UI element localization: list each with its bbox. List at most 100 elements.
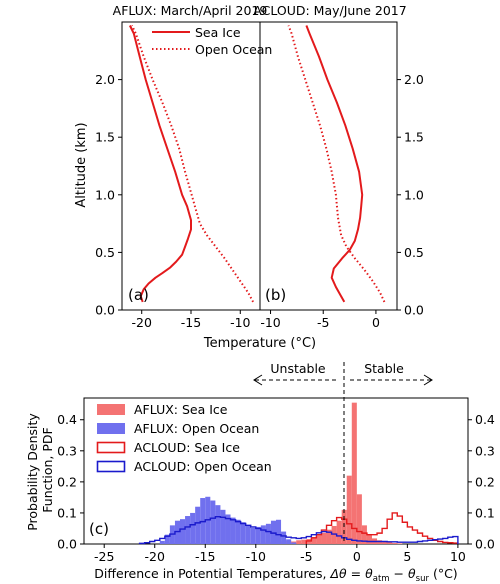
panel-a-label: (a) [128,286,149,304]
bar-aflux-sea-ice [387,542,393,544]
bar-aflux-sea-ice [356,494,362,544]
y-tick-label: 1.0 [95,187,115,202]
y-tick-label: 1.0 [404,187,424,202]
bar-aflux-open-ocean [195,506,201,544]
x-tick-label: -15 [181,315,201,330]
bar-aflux-open-ocean [225,514,231,544]
bar-aflux-sea-ice [321,532,327,544]
profile-line-sea-ice [129,25,192,303]
panel-b: ACLOUD: May/June 2017 -10 -5 0 0.0 0.5 1.0 1.… [203,3,424,351]
bar-aflux-sea-ice [361,525,367,544]
bar-aflux-open-ocean [291,542,297,544]
bar-aflux-open-ocean [220,509,226,544]
x-tick-label: 0 [353,549,361,564]
panel-c-histograms [138,402,459,545]
x-tick-label: 5 [403,549,411,564]
y-tick-label: 0.5 [95,245,115,260]
x-tick-label: -10 [230,315,250,330]
bar-aflux-open-ocean [265,523,271,544]
y-axis-label-altitude: Altitude (km) [74,122,89,207]
y-tick-label: 0.0 [404,303,424,318]
profile-line-open-ocean [131,25,254,303]
x-tick-label: -15 [195,549,215,564]
x-tick-label: -25 [94,549,114,564]
bar-aflux-open-ocean [174,520,180,544]
y-tick-label-right: 0.1 [475,505,495,520]
bar-aflux-sea-ice [351,402,357,544]
x-tick-label: -20 [132,315,152,330]
bar-aflux-open-ocean [159,540,165,544]
legend-label-acloud-sea-ice: ACLOUD: Sea Ice [134,440,240,455]
panel-a-title: AFLUX: March/April 2019 [113,3,268,18]
bar-aflux-open-ocean [235,519,241,544]
y-tick-label-right: 0.4 [475,412,495,427]
unstable-label: Unstable [270,361,326,376]
bar-aflux-sea-ice [382,541,388,544]
bar-aflux-sea-ice [326,529,332,544]
bar-aflux-open-ocean [255,526,261,544]
y-tick-label: 2.0 [404,72,424,87]
y-tick-label-right: 0.3 [475,443,495,458]
legend-swatch-aflux-open-ocean [97,423,125,434]
bar-aflux-open-ocean [240,522,246,544]
legend-label-aflux-sea-ice: AFLUX: Sea Ice [134,402,228,417]
bar-aflux-open-ocean [270,520,276,544]
bar-aflux-open-ocean [286,539,292,544]
legend-swatch-acloud-open-ocean [96,460,126,473]
bar-aflux-open-ocean [215,505,221,544]
bar-aflux-open-ocean [260,525,266,544]
profile-line-open-ocean [287,25,386,303]
panel-b-label: (b) [265,286,286,304]
panel-c-legend: AFLUX: Sea Ice AFLUX: Open Ocean ACLOUD: S… [96,402,272,474]
bar-aflux-open-ocean [180,519,186,544]
bar-aflux-sea-ice [397,543,403,544]
x-axis-label-delta-theta: Difference in Potential Temperatures, Δθ… [94,566,457,584]
panel-c: -25 -20 -15 -10 -5 0 5 10 0.0 0.0 0.1 0.1 0.2 0.2 0.3… [25,361,495,584]
bar-aflux-sea-ice [296,540,302,544]
bar-aflux-open-ocean [190,512,196,544]
bar-aflux-sea-ice [336,520,342,544]
x-tick-label: -20 [145,549,165,564]
profile-line-sea-ice [305,25,364,303]
bar-aflux-sea-ice [301,539,307,544]
y-axis-label-pdf: Probability Density Function, PDF [25,409,55,531]
bar-aflux-open-ocean [185,516,191,544]
y-tick-label-left: 0.1 [57,505,77,520]
y-tick-label: 0.0 [95,303,115,318]
panel-b-y-ticks: 0.0 0.5 1.0 1.5 2.0 [397,72,424,318]
bar-aflux-open-ocean [164,534,170,544]
y-tick-label-left: 0.3 [57,443,77,458]
legend-label-open-ocean: Open Ocean [195,42,272,57]
x-tick-label: -10 [246,549,266,564]
y-tick-label: 1.5 [404,130,424,145]
bar-aflux-sea-ice [311,537,317,544]
y-tick-label-left: 0.0 [57,537,77,552]
y-tick-label-left: 0.2 [57,474,77,489]
bar-aflux-sea-ice [392,543,398,544]
x-axis-label-temperature: Temperature (°C) [203,336,316,351]
legend-label-acloud-open-ocean: ACLOUD: Open Ocean [134,459,272,474]
bar-aflux-open-ocean [250,527,256,544]
panel-c-label: (c) [89,520,109,538]
panel-b-title: ACLOUD: May/June 2017 [253,3,406,18]
y-tick-label: 0.5 [404,245,424,260]
legend-label-aflux-open-ocean: AFLUX: Open Ocean [134,421,259,436]
stable-arrowhead [423,374,433,386]
x-tick-label: -5 [300,549,312,564]
unstable-arrowhead [253,374,263,386]
panel-a-series [129,25,254,303]
panel-c-y-ticks: 0.0 0.0 0.1 0.1 0.2 0.2 0.3 0.3 0.4 0.4 [57,412,495,551]
panel-a: AFLUX: March/April 2019 -20 -15 -10 0.0 0.5… [74,3,272,330]
bar-aflux-sea-ice [331,525,337,544]
stable-label: Stable [364,361,404,376]
y-tick-label-left: 0.4 [57,412,77,427]
x-tick-label: 10 [450,549,466,564]
bar-aflux-open-ocean [245,525,251,544]
bar-aflux-sea-ice [316,535,322,544]
panel-a-x-ticks: -20 -15 -10 [132,310,251,330]
panel-c-x-ticks: -25 -20 -15 -10 -5 0 5 10 [94,544,466,564]
bar-aflux-open-ocean [210,500,216,544]
bar-aflux-sea-ice [346,475,352,544]
legend-swatch-acloud-sea-ice [96,441,126,454]
